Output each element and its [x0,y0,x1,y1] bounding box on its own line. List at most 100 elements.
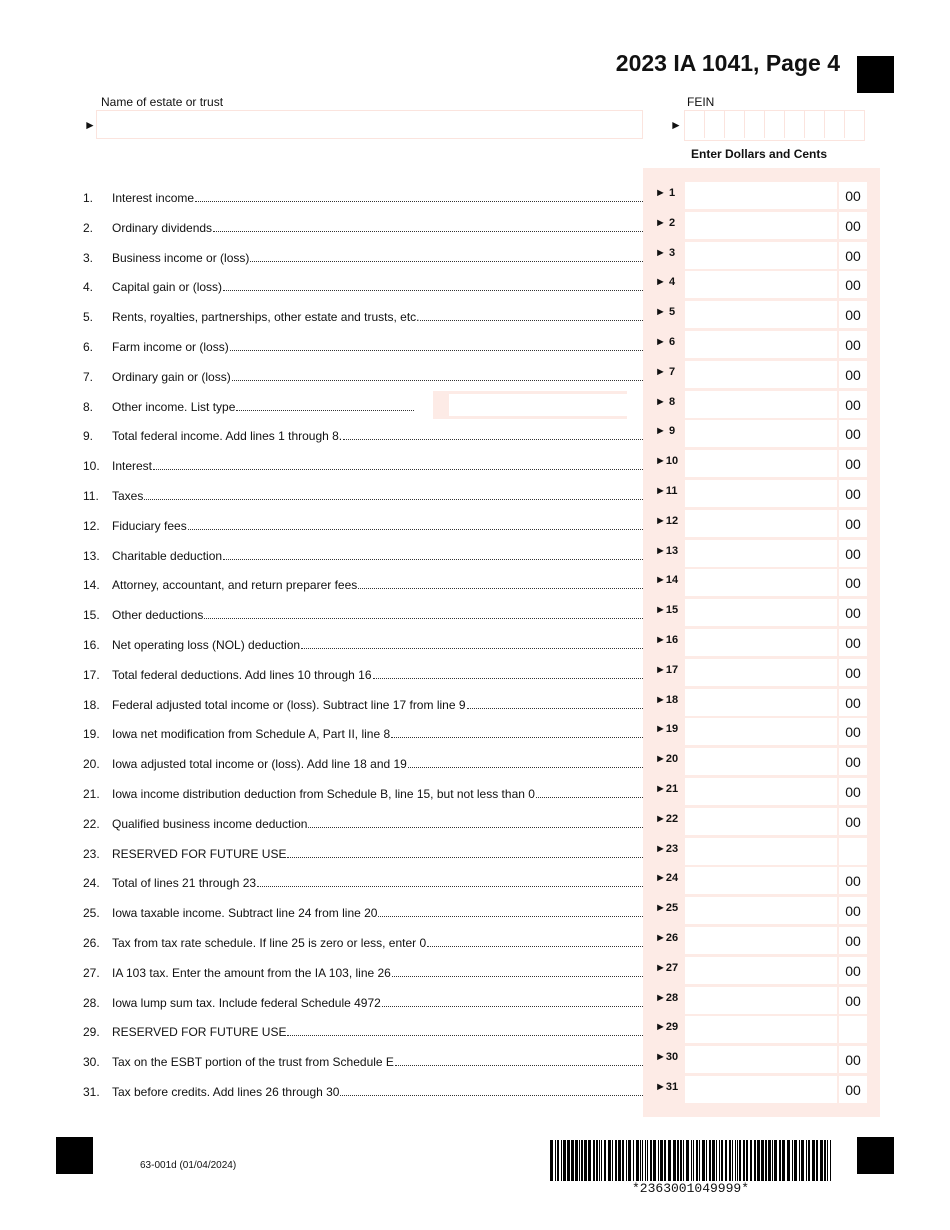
line-number: 28. [83,995,100,1010]
amount-input[interactable] [685,897,837,925]
cents-field[interactable]: 00 [839,897,867,925]
amount-input[interactable] [685,927,837,954]
box-number: ►17 [655,663,679,676]
leader-dots [343,439,643,441]
barcode-bar [673,1140,676,1181]
amount-input[interactable] [685,480,837,507]
cents-field[interactable]: 00 [839,211,867,239]
line-description: Ordinary gain or (loss) [112,369,231,384]
cents-field[interactable] [839,1016,867,1044]
cents-field[interactable]: 00 [839,629,867,656]
line-22: 22. Qualified business income deduction [83,811,643,831]
barcode-bar [739,1140,741,1181]
amount-row-28: ►28 00 [643,986,880,1016]
line-number: 31. [83,1085,100,1099]
amount-input[interactable] [685,807,837,835]
barcode-bar [779,1140,781,1181]
cents-field[interactable]: 00 [839,360,867,388]
box-number: ►23 [655,842,679,855]
cents-field[interactable]: 00 [839,599,867,627]
cents-field[interactable]: 00 [839,271,867,299]
line-30: 30. Tax on the ESBT portion of the trust … [83,1049,643,1069]
amount-input[interactable] [685,748,837,776]
cents-field[interactable]: 00 [839,241,867,269]
cents-field[interactable]: 00 [839,420,867,448]
amount-input[interactable] [685,301,837,329]
cents-field[interactable]: 00 [839,748,867,776]
amount-row-3: ► 3 00 [643,241,880,271]
line-number: 24. [83,876,100,891]
barcode-bar [768,1140,771,1181]
line-4: 4. Capital gain or (loss) [83,274,643,294]
cents-field[interactable]: 00 [839,539,867,567]
leader-dots [394,1065,643,1067]
amount-input[interactable] [685,241,837,269]
amount-input[interactable] [685,688,837,716]
amount-input[interactable] [685,360,837,388]
cents-field[interactable] [839,837,867,865]
cents-field[interactable]: 00 [839,450,867,478]
box-number: ►21 [655,783,679,795]
cents-field[interactable]: 00 [839,986,867,1014]
amount-input[interactable] [685,629,837,656]
amount-input[interactable] [685,986,837,1014]
cents-field[interactable]: 00 [839,390,867,418]
barcode-bar [725,1140,727,1181]
amount-input[interactable] [685,778,837,805]
cents-field[interactable]: 00 [839,480,867,507]
cents-field[interactable]: 00 [839,807,867,835]
line-number: 4. [83,280,94,295]
cents-field[interactable]: 00 [839,927,867,954]
amount-input[interactable] [685,837,837,865]
amount-input[interactable] [685,658,837,686]
amount-input[interactable] [685,420,837,448]
amount-input[interactable] [685,390,837,418]
amount-input[interactable] [685,599,837,627]
amount-input[interactable] [685,956,837,984]
name-input[interactable] [96,110,643,139]
amount-input[interactable] [685,569,837,597]
cents-field[interactable]: 00 [839,182,867,209]
barcode-bar [812,1140,815,1181]
line-11: 11. Taxes [83,483,643,503]
barcode-bar [691,1140,692,1181]
cents-field[interactable]: 00 [839,569,867,597]
amount-input[interactable] [685,539,837,567]
amount-input[interactable] [685,211,837,239]
cents-field[interactable]: 00 [839,688,867,716]
amount-input[interactable] [685,182,837,209]
amount-input[interactable] [685,1046,837,1074]
amount-row-22: ►22 00 [643,807,880,837]
barcode-bar [653,1140,656,1181]
line-number: 14. [83,578,100,593]
amount-input[interactable] [685,1076,837,1103]
cents-field[interactable]: 00 [839,658,867,686]
cents-field[interactable]: 00 [839,778,867,805]
line-number: 30. [83,1055,100,1070]
cents-field[interactable]: 00 [839,509,867,537]
amount-input[interactable] [685,331,837,358]
box-number: ►30 [655,1051,679,1064]
cents-field[interactable]: 00 [839,1076,867,1103]
amount-input[interactable] [685,867,837,895]
line-description: Iowa lump sum tax. Include federal Sched… [112,995,381,1010]
cents-field[interactable]: 00 [839,331,867,358]
amount-input[interactable] [685,509,837,537]
amount-input[interactable] [685,1016,837,1044]
amount-input[interactable] [685,271,837,299]
line-description: Tax before credits. Add lines 26 through… [112,1085,340,1099]
barcode-bar [743,1140,745,1181]
cents-field[interactable]: 00 [839,1046,867,1074]
cents-field[interactable]: 00 [839,718,867,746]
line-number: 9. [83,429,94,444]
other-income-type-input[interactable] [449,394,627,416]
cents-field[interactable]: 00 [839,301,867,329]
line-number: 15. [83,608,100,623]
cents-field[interactable]: 00 [839,867,867,895]
barcode-bar [735,1140,736,1181]
box-number: ► 9 [655,425,676,438]
cents-field[interactable]: 00 [839,956,867,984]
amount-input[interactable] [685,450,837,478]
amount-input[interactable] [685,718,837,746]
fein-input[interactable] [684,110,865,141]
